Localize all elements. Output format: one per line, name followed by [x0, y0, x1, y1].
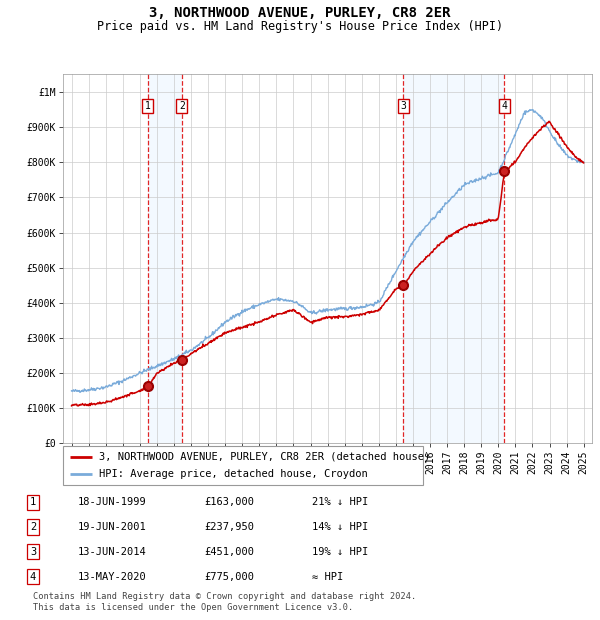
Text: Price paid vs. HM Land Registry's House Price Index (HPI): Price paid vs. HM Land Registry's House … [97, 20, 503, 33]
Text: 13-MAY-2020: 13-MAY-2020 [78, 572, 147, 582]
Text: 1: 1 [145, 101, 151, 111]
Text: Contains HM Land Registry data © Crown copyright and database right 2024.
This d: Contains HM Land Registry data © Crown c… [33, 592, 416, 611]
Bar [148, 74, 182, 443]
Text: 4: 4 [502, 101, 508, 111]
Text: 3: 3 [30, 547, 36, 557]
Text: 1: 1 [30, 497, 36, 507]
Text: HPI: Average price, detached house, Croydon: HPI: Average price, detached house, Croy… [99, 469, 368, 479]
Text: £451,000: £451,000 [204, 547, 254, 557]
Text: 19% ↓ HPI: 19% ↓ HPI [312, 547, 368, 557]
Text: £775,000: £775,000 [204, 572, 254, 582]
Text: 14% ↓ HPI: 14% ↓ HPI [312, 522, 368, 532]
Text: 13-JUN-2014: 13-JUN-2014 [78, 547, 147, 557]
Text: 3: 3 [400, 101, 406, 111]
Text: 3, NORTHWOOD AVENUE, PURLEY, CR8 2ER: 3, NORTHWOOD AVENUE, PURLEY, CR8 2ER [149, 6, 451, 20]
Text: 2: 2 [179, 101, 185, 111]
Bar [403, 74, 505, 443]
Text: 19-JUN-2001: 19-JUN-2001 [78, 522, 147, 532]
Text: 18-JUN-1999: 18-JUN-1999 [78, 497, 147, 507]
Text: 2: 2 [30, 522, 36, 532]
Text: £237,950: £237,950 [204, 522, 254, 532]
Text: £163,000: £163,000 [204, 497, 254, 507]
Text: ≈ HPI: ≈ HPI [312, 572, 343, 582]
Text: 21% ↓ HPI: 21% ↓ HPI [312, 497, 368, 507]
Text: 4: 4 [30, 572, 36, 582]
Text: 3, NORTHWOOD AVENUE, PURLEY, CR8 2ER (detached house): 3, NORTHWOOD AVENUE, PURLEY, CR8 2ER (de… [99, 452, 430, 462]
